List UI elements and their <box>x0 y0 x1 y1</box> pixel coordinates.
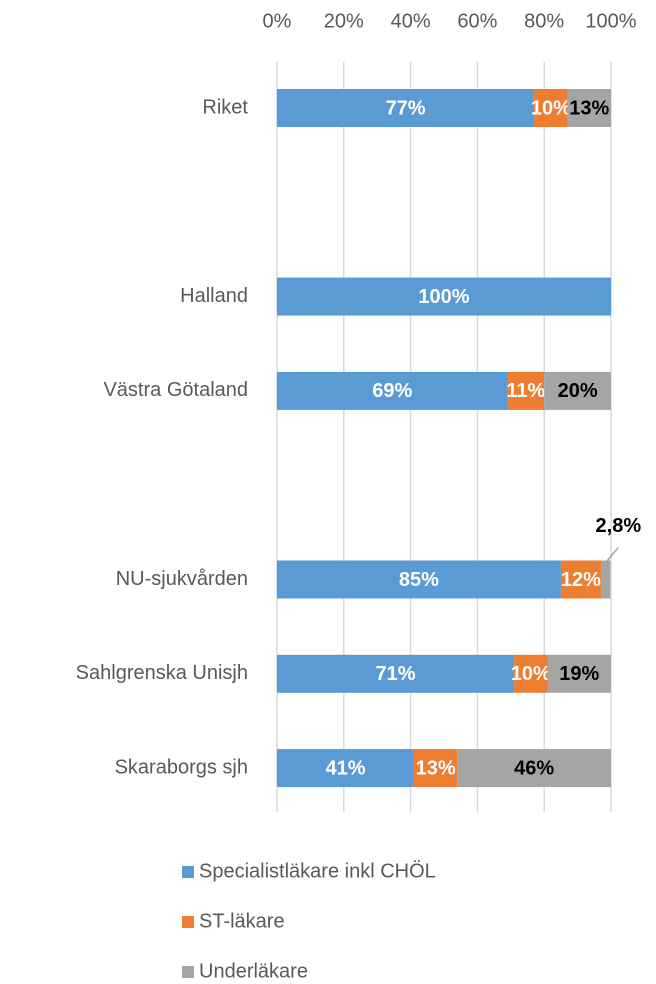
x-tick-label: 100% <box>585 10 636 32</box>
bar-segment <box>600 560 611 599</box>
category-label: NU-sjukvården <box>116 568 248 590</box>
category-label: Halland <box>180 285 248 307</box>
x-tick-label: 80% <box>524 10 564 32</box>
data-label: 85% <box>399 569 439 591</box>
category-label: Riket <box>202 96 248 118</box>
bar-segment <box>277 277 611 316</box>
data-label: 100% <box>418 286 469 308</box>
data-label: 77% <box>386 97 426 119</box>
leader-line <box>605 547 619 563</box>
bar-segment <box>457 749 611 788</box>
legend-label: Specialistläkare inkl CHÖL <box>199 860 436 882</box>
data-label: 71% <box>376 663 416 685</box>
data-label: 41% <box>325 757 365 779</box>
bar-segment <box>567 89 611 127</box>
data-label: 69% <box>372 380 412 402</box>
data-label: 19% <box>559 663 599 685</box>
data-label: 20% <box>558 380 598 402</box>
bar-segment <box>507 371 545 410</box>
legend-swatch <box>182 966 194 978</box>
legend-label: Underläkare <box>199 960 308 982</box>
bar-segment <box>277 654 515 693</box>
category-label: Sahlgrenska Unisjh <box>76 662 248 684</box>
legend-label: ST-läkare <box>199 910 285 932</box>
data-label: 12% <box>561 569 601 591</box>
legend-swatch <box>182 916 194 928</box>
bar-segment <box>534 89 568 127</box>
category-label: Skaraborgs sjh <box>115 756 248 778</box>
bar-segment <box>277 749 414 788</box>
data-label: 13% <box>416 757 456 779</box>
bar-segment <box>560 560 601 599</box>
data-label: 2,8% <box>596 515 642 537</box>
x-tick-label: 0% <box>263 10 292 32</box>
x-tick-label: 60% <box>457 10 497 32</box>
category-label: Västra Götaland <box>103 379 248 401</box>
bar-segment <box>277 371 508 410</box>
bar-segment <box>277 89 535 127</box>
bar-segment <box>547 654 611 693</box>
data-label: 11% <box>506 380 545 402</box>
bar-segment <box>277 560 561 599</box>
data-label: 46% <box>514 757 554 779</box>
bar-segment <box>544 371 611 410</box>
x-tick-label: 20% <box>324 10 364 32</box>
data-label: 13% <box>569 97 609 119</box>
bar-segment <box>413 749 458 788</box>
x-tick-label: 40% <box>391 10 431 32</box>
legend-swatch <box>182 866 194 878</box>
bar-segment <box>514 654 548 693</box>
data-label: 10% <box>531 97 571 119</box>
data-label: 10% <box>511 663 551 685</box>
